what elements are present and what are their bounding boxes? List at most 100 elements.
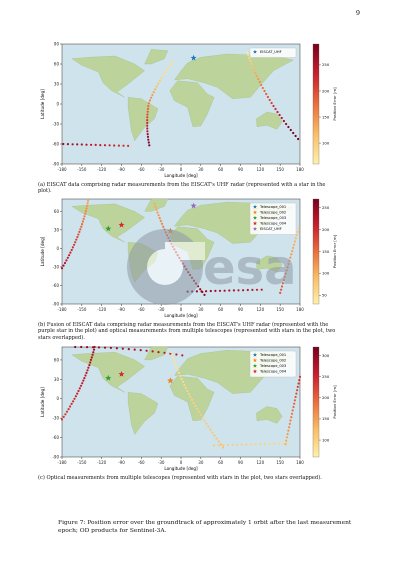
australia-land bbox=[256, 406, 283, 424]
track-point bbox=[89, 358, 93, 361]
track-point bbox=[285, 439, 288, 442]
colorbar-tick-label: 150 bbox=[322, 416, 330, 421]
track-point bbox=[297, 137, 300, 141]
australia-land bbox=[256, 255, 283, 273]
track-point bbox=[81, 382, 84, 385]
track-point bbox=[294, 134, 297, 138]
x-tick-label: 60 bbox=[218, 167, 224, 172]
colorbar-tick-label: 100 bbox=[322, 140, 330, 145]
legend-entry: Telescope_003 bbox=[259, 364, 286, 368]
track-point bbox=[146, 116, 149, 119]
track-point bbox=[295, 234, 298, 237]
track-point bbox=[80, 225, 83, 228]
track-point bbox=[153, 202, 156, 205]
track-point bbox=[73, 397, 76, 400]
x-tick-label: 120 bbox=[257, 307, 265, 312]
track-point bbox=[218, 289, 222, 292]
track-point bbox=[274, 107, 277, 111]
track-point bbox=[173, 360, 176, 363]
colorbar-tick-label: 100 bbox=[322, 271, 330, 276]
track-point bbox=[290, 416, 293, 419]
track-point bbox=[250, 443, 253, 446]
y-tick-label: 60 bbox=[54, 357, 60, 362]
track-point bbox=[60, 267, 64, 270]
x-tick-label: -150 bbox=[77, 167, 87, 172]
track-point bbox=[296, 230, 299, 233]
track-point bbox=[146, 135, 150, 138]
legend-entry: Telescope_004 bbox=[259, 222, 287, 226]
track-point bbox=[82, 217, 85, 220]
track-point bbox=[276, 110, 279, 114]
track-point bbox=[86, 204, 89, 207]
legend-box bbox=[249, 350, 297, 378]
track-point bbox=[109, 346, 112, 349]
track-point bbox=[157, 82, 160, 85]
track-point bbox=[147, 138, 150, 141]
track-point bbox=[62, 264, 65, 267]
track-point bbox=[88, 364, 91, 367]
x-axis-label: Longitude [deg] bbox=[164, 173, 198, 178]
track-point bbox=[145, 349, 148, 352]
track-point bbox=[291, 409, 294, 412]
track-point bbox=[154, 205, 157, 208]
track-point bbox=[150, 96, 153, 99]
colorbar-tick-label: 300 bbox=[322, 353, 330, 358]
x-tick-label: 0 bbox=[180, 460, 183, 465]
track-point bbox=[278, 113, 281, 117]
track-point bbox=[92, 346, 95, 349]
track-point bbox=[248, 56, 251, 60]
greenland-land bbox=[144, 49, 169, 65]
track-point bbox=[80, 345, 83, 349]
legend-entry: Telescope_001 bbox=[259, 353, 286, 357]
track-point bbox=[236, 443, 239, 446]
colorbar-tick-label: 250 bbox=[322, 205, 330, 210]
x-tick-label: -90 bbox=[118, 307, 125, 312]
track-point bbox=[258, 80, 261, 84]
track-point bbox=[127, 348, 130, 351]
track-point bbox=[151, 93, 154, 96]
south-america-land bbox=[127, 392, 159, 435]
track-point bbox=[184, 386, 187, 389]
track-point bbox=[172, 357, 175, 360]
x-tick-label: -30 bbox=[158, 460, 165, 465]
track-point bbox=[68, 254, 71, 257]
track-point bbox=[92, 351, 95, 354]
track-point bbox=[122, 144, 125, 147]
track-point bbox=[162, 74, 165, 77]
x-tick-label: 60 bbox=[218, 307, 224, 312]
track-point bbox=[255, 288, 259, 291]
track-point bbox=[64, 413, 67, 416]
x-tick-label: 30 bbox=[198, 307, 204, 312]
legend-box bbox=[249, 47, 297, 58]
station-star-icon bbox=[190, 202, 197, 209]
track-point bbox=[176, 368, 179, 372]
track-point bbox=[171, 354, 174, 357]
track-point bbox=[155, 85, 158, 88]
track-point bbox=[196, 407, 199, 410]
y-tick-label: -90 bbox=[52, 301, 59, 306]
track-point bbox=[66, 143, 69, 146]
x-axis-label: Longitude [deg] bbox=[164, 466, 198, 471]
legend-star-icon bbox=[252, 352, 258, 357]
track-point bbox=[296, 385, 299, 388]
y-tick-label: 60 bbox=[54, 61, 60, 66]
y-tick-label: 30 bbox=[54, 227, 60, 232]
track-point bbox=[194, 404, 197, 407]
esa-watermark-logo: esa bbox=[127, 229, 297, 305]
track-point bbox=[115, 347, 118, 350]
track-point bbox=[146, 133, 149, 136]
track-point bbox=[78, 230, 81, 233]
track-point bbox=[72, 400, 75, 403]
track-point bbox=[181, 380, 185, 383]
track-point bbox=[139, 349, 142, 352]
y-tick-label: -30 bbox=[52, 121, 59, 126]
track-point bbox=[90, 356, 93, 359]
x-tick-label: -150 bbox=[77, 460, 87, 465]
track-point bbox=[292, 246, 295, 249]
x-tick-label: -120 bbox=[97, 167, 107, 172]
track-point bbox=[287, 262, 290, 266]
station-star-icon bbox=[118, 221, 125, 228]
y-axis-label: Latitude [deg] bbox=[40, 387, 45, 417]
colorbar-label: Position Error [m] bbox=[332, 87, 337, 121]
track-point bbox=[272, 104, 275, 108]
